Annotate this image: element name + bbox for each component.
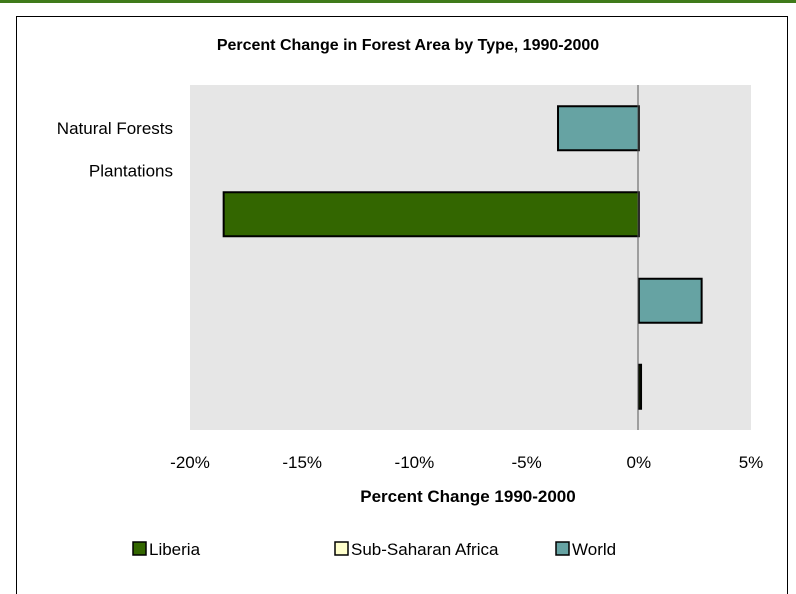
legend-label: Liberia — [149, 540, 201, 559]
legend-label: Sub-Saharan Africa — [351, 540, 499, 559]
bar-liberia-natural-forests — [222, 191, 640, 238]
bar-world-plantations — [637, 277, 703, 324]
legend-swatch — [334, 541, 349, 556]
bar-liberia-plantations — [637, 363, 643, 410]
legend: Liberia Sub-Saharan Africa World — [132, 540, 616, 559]
x-tick-label: -20% — [170, 453, 210, 472]
x-axis-label: Percent Change 1990-2000 — [360, 487, 575, 506]
bars-group — [222, 105, 703, 410]
legend-label: World — [572, 540, 616, 559]
category-label: Natural Forests — [57, 119, 173, 138]
x-axis-ticks: -20% -15% -10% -5% 0% 5% — [170, 453, 763, 472]
x-tick-label: -5% — [511, 453, 541, 472]
category-label: Plantations — [89, 161, 173, 180]
legend-swatch — [132, 541, 147, 556]
chart-frame — [16, 16, 788, 594]
top-accent-bar — [0, 0, 796, 3]
x-tick-label: 5% — [739, 453, 764, 472]
category-labels: Natural Forests Plantations — [57, 119, 173, 180]
x-tick-label: -15% — [282, 453, 322, 472]
legend-swatch — [555, 541, 570, 556]
plot-area — [190, 85, 751, 430]
x-tick-label: -10% — [395, 453, 435, 472]
chart-title: Percent Change in Forest Area by Type, 1… — [217, 37, 599, 54]
x-tick-label: 0% — [627, 453, 652, 472]
bar-world-natural-forests — [557, 105, 640, 152]
